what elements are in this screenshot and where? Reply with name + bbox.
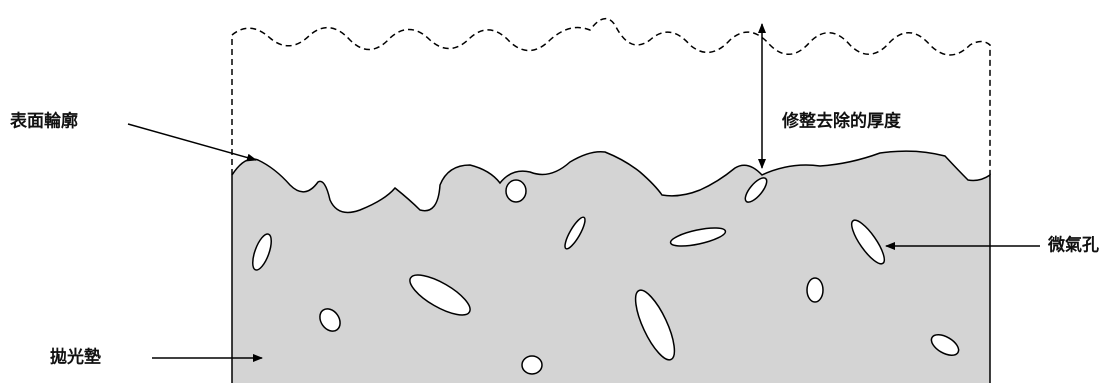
pad-diagram: 表面輪廓 修整去除的厚度 微氣孔 拋光墊: [0, 0, 1112, 383]
label: 修整去除的厚度: [781, 111, 902, 132]
pad-body: [232, 151, 990, 383]
pore: [506, 180, 526, 202]
label: 微氣孔: [1047, 235, 1099, 256]
label: 表面輪廓: [10, 111, 78, 132]
pore: [522, 356, 542, 374]
original-surface: [232, 19, 990, 175]
pore: [807, 278, 823, 302]
arrow: [128, 124, 256, 160]
label: 拋光墊: [50, 347, 101, 368]
